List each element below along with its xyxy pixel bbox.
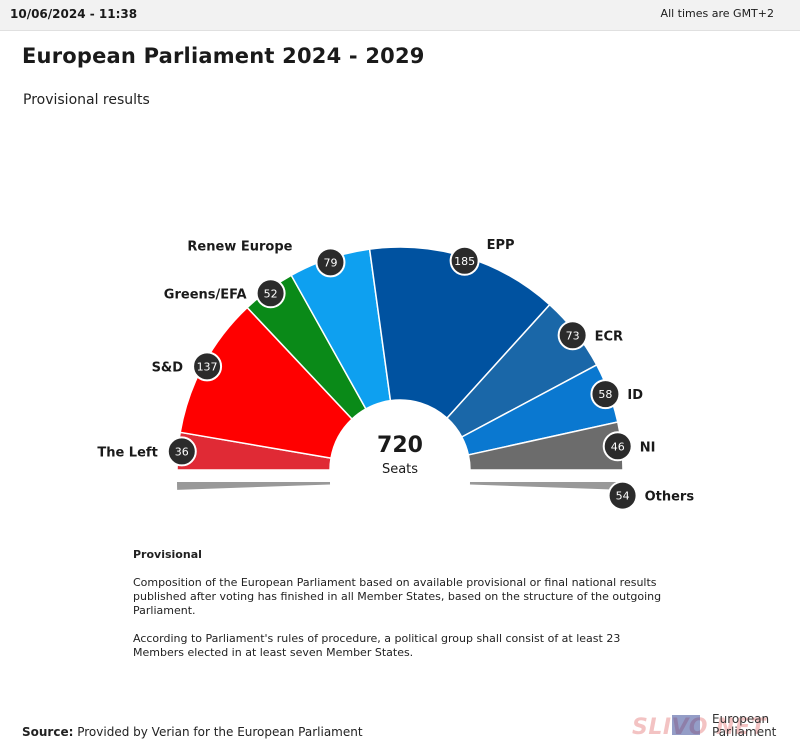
timestamp: 10/06/2024 - 11:38 [10,7,138,21]
category-label-ni: NI [640,440,656,455]
value-label-s-d: 137 [197,360,218,373]
value-label-id: 58 [598,388,612,401]
slice-others-left [177,482,331,490]
timezone-note: All times are GMT+2 [660,7,774,20]
source-line: Source: Provided by Verian for the Europ… [22,725,363,739]
page-title: European Parliament 2024 - 2029 [22,44,425,68]
slice-s-d [179,306,354,460]
source-label: Source: [22,725,74,739]
category-label-epp: EPP [487,238,515,253]
badge-renew-europe [315,247,346,278]
page-subtitle: Provisional results [23,92,150,108]
source-text: Provided by Verian for the European Parl… [77,725,363,739]
category-label-renew-europe: Renew Europe [187,239,292,254]
badge-others [607,480,638,511]
category-label-the-left: The Left [97,445,157,460]
notes-heading: Provisional [133,548,202,561]
notes-paragraph-1: Composition of the European Parliament b… [133,576,662,617]
value-label-ni: 46 [611,440,625,453]
category-label-others: Others [645,490,695,505]
category-label-greens-efa: Greens/EFA [164,287,247,302]
top-bar: 10/06/2024 - 11:38 All times are GMT+2 [0,0,800,31]
category-label-id: ID [627,388,643,403]
value-label-others: 54 [616,490,630,503]
value-label-greens-efa: 52 [264,287,278,300]
badge-ecr [557,320,588,351]
slice-epp [368,246,551,420]
parliament-chart: 36 The Left 137 S&D 52 Greens/EFA 79 Renew Euro… [97,238,695,511]
eu-flag-icon [672,715,700,735]
value-label-the-left: 36 [175,445,189,458]
badge-id [590,379,621,410]
notes-paragraph-2: According to Parliament's rules of proce… [133,632,621,659]
ep-logo-text: European Parliament [712,713,776,739]
badge-epp [449,245,480,276]
category-label-ecr: ECR [595,329,623,344]
slice-others-right [469,482,623,490]
badge-ni [602,431,633,462]
badge-s-d [192,351,223,382]
category-label-s-d: S&D [152,360,184,375]
total-seats-label: Seats [382,462,418,477]
notes-section: Provisional Composition of the European … [133,548,673,674]
total-seats-value: 720 [377,433,423,458]
branding: SLIVO NET European Parliament [632,705,792,749]
value-label-ecr: 73 [566,329,580,342]
badge-greens-efa [255,278,286,309]
value-label-epp: 185 [454,255,475,268]
ep-logo-line-2: Parliament [712,725,777,739]
badge-the-left [166,436,197,467]
value-label-renew-europe: 79 [323,256,337,269]
ep-logo-line-1: European [712,712,770,726]
